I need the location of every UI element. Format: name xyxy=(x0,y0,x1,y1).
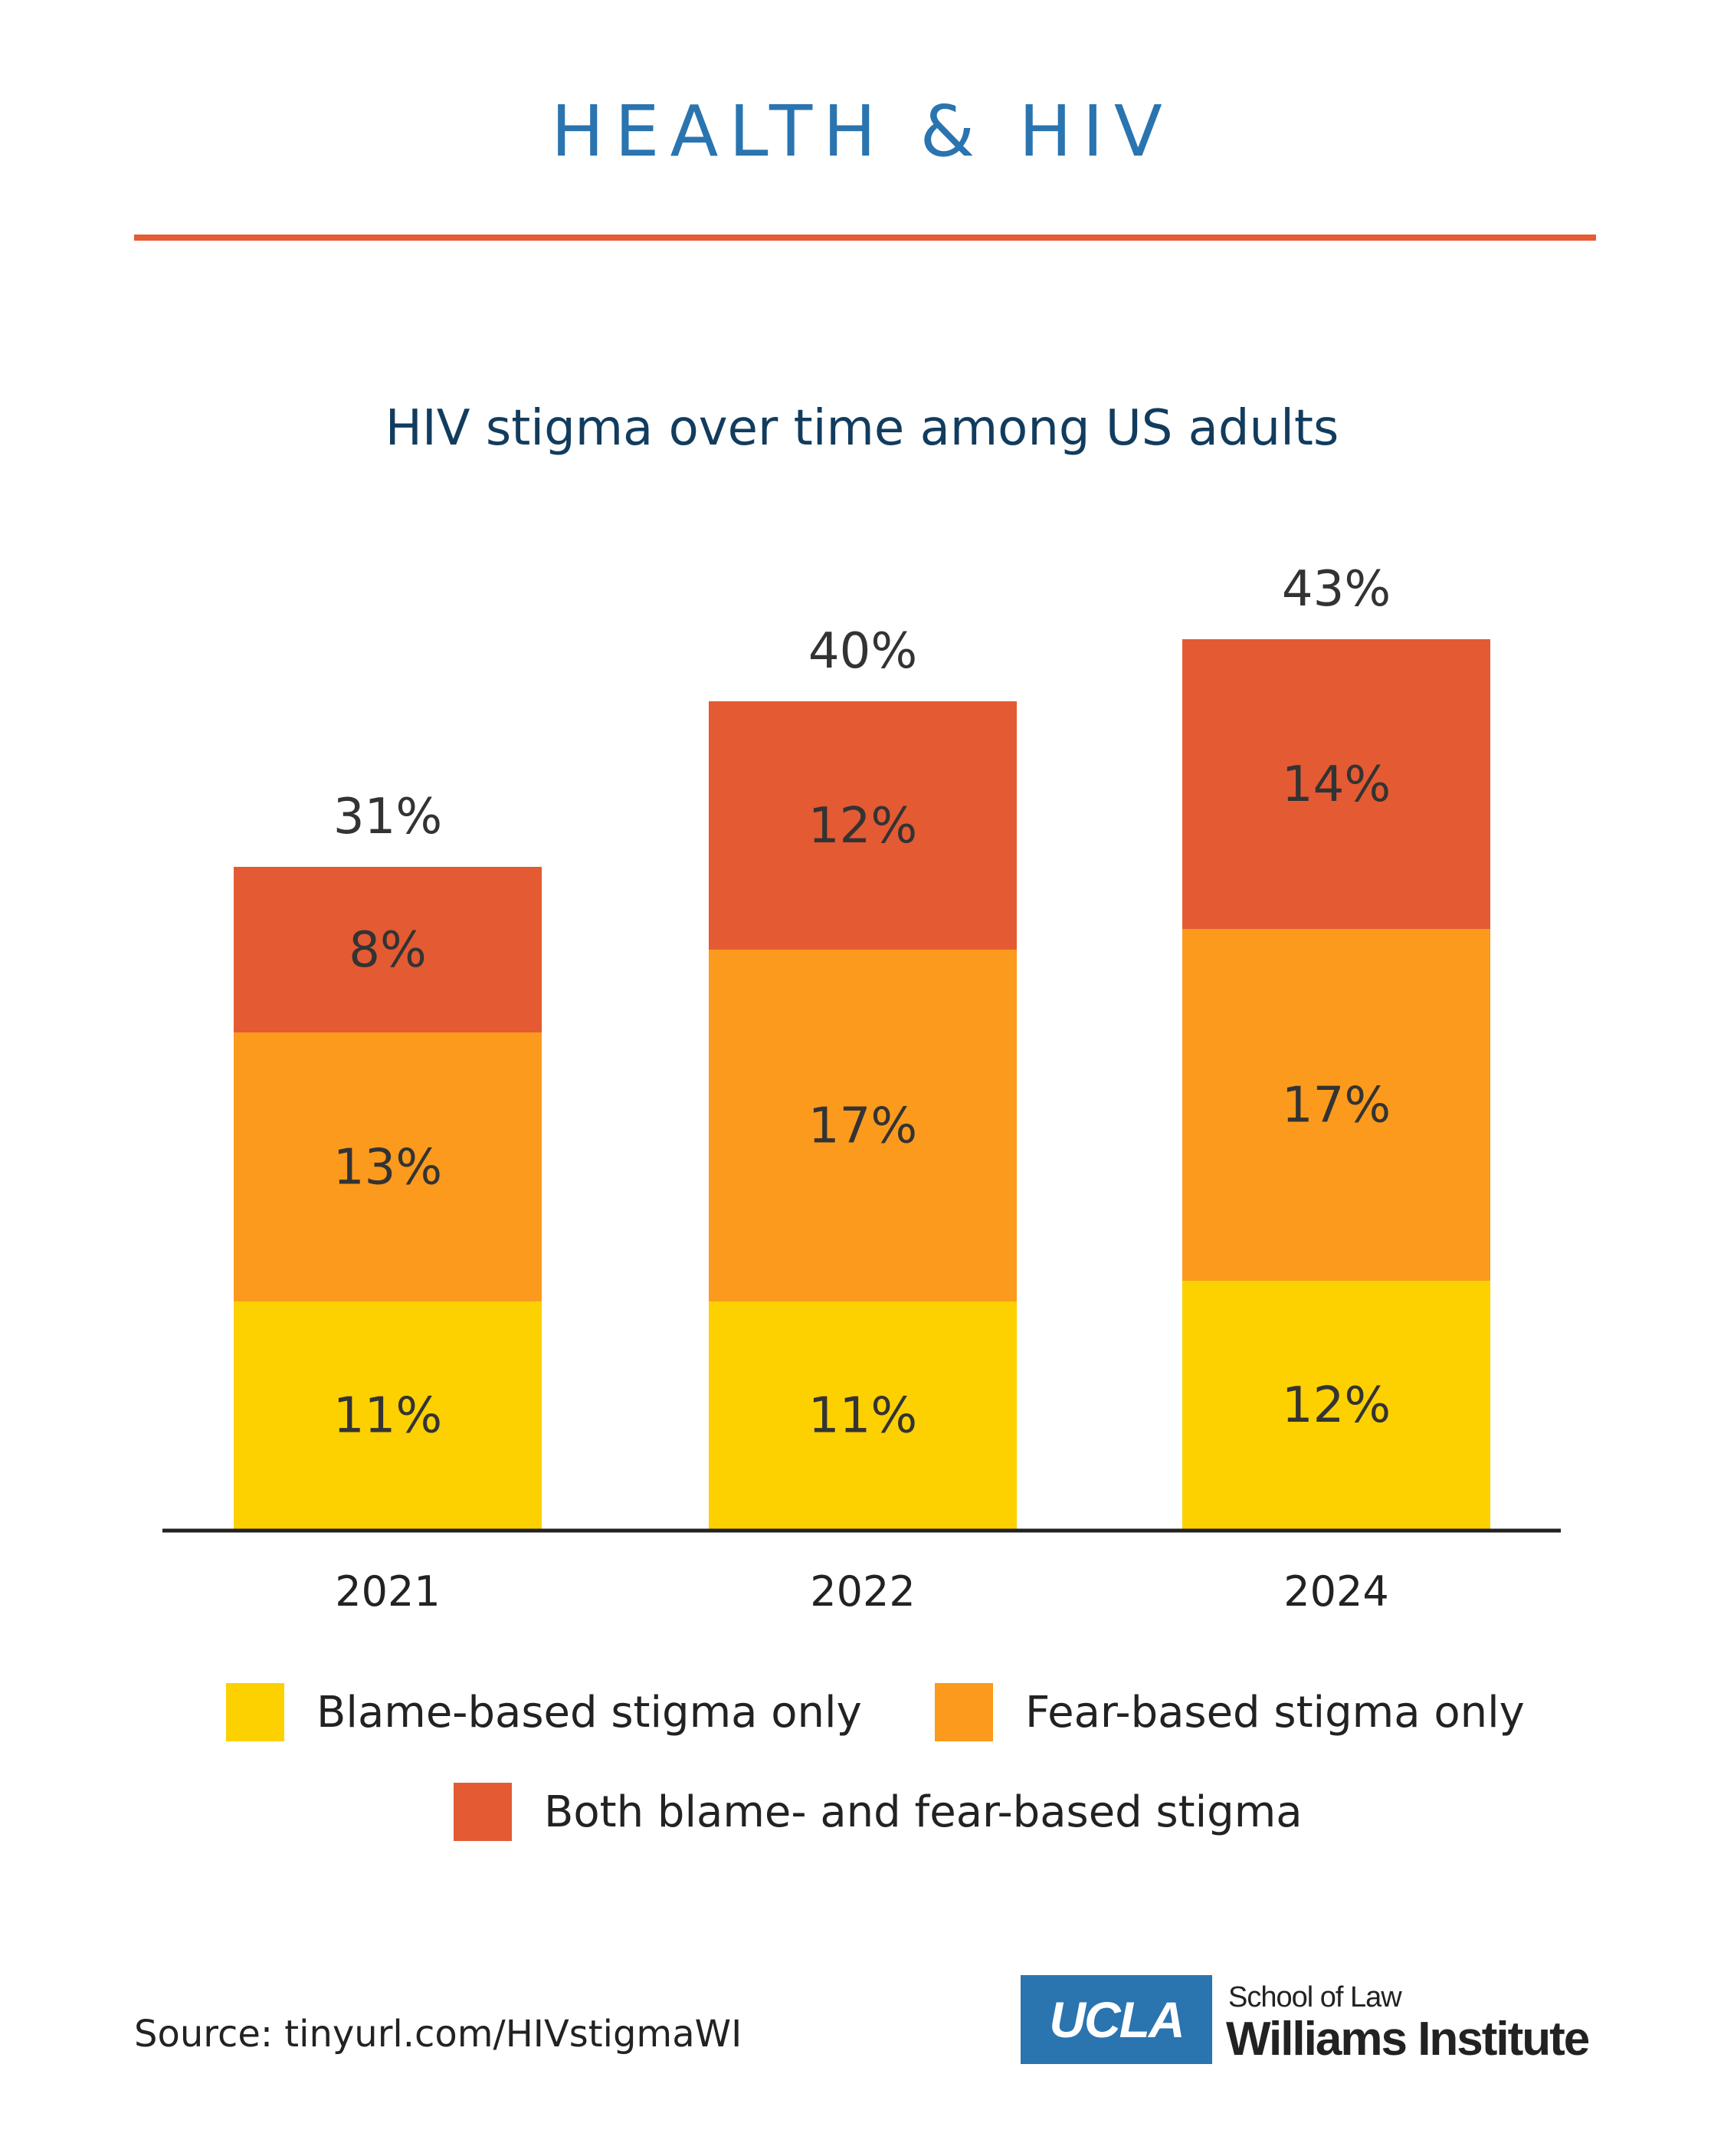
bar-segment-2024-0 xyxy=(1182,1281,1490,1529)
segment-label-2021-2: 8% xyxy=(349,922,427,979)
segment-label-2022-1: 17% xyxy=(808,1098,917,1155)
segment-label-2021-1: 13% xyxy=(333,1140,442,1196)
total-label-2024: 43% xyxy=(1282,561,1391,618)
section-title: HEALTH & HIV xyxy=(551,90,1173,172)
total-label-2021: 31% xyxy=(333,789,442,845)
x-tick-label-2021: 2021 xyxy=(335,1567,440,1616)
legend-item-fear: Fear-based stigma only xyxy=(935,1683,1525,1741)
logo-school-of-law: School of Law xyxy=(1228,1981,1402,2013)
legend-swatch-blame xyxy=(226,1683,284,1741)
x-tick-label-2022: 2022 xyxy=(810,1567,915,1616)
source-citation: Source: tinyurl.com/HIVstigmaWI xyxy=(134,2013,742,2056)
segment-label-2022-2: 12% xyxy=(808,798,917,855)
legend-label-both: Both blame- and fear-based stigma xyxy=(544,1787,1303,1837)
segment-label-2022-0: 11% xyxy=(808,1388,917,1445)
x-tick-label-2024: 2024 xyxy=(1283,1567,1388,1616)
legend-swatch-both xyxy=(454,1783,512,1841)
title-divider xyxy=(134,235,1596,241)
segment-label-2024-1: 17% xyxy=(1282,1078,1391,1134)
legend-label-fear: Fear-based stigma only xyxy=(1025,1687,1525,1738)
bar-segment-2024-2 xyxy=(1182,639,1490,929)
segment-label-2024-0: 12% xyxy=(1282,1377,1391,1434)
chart-title: HIV stigma over time among US adults xyxy=(385,400,1339,457)
bar-segment-2021-1 xyxy=(234,1032,542,1301)
segment-label-2024-2: 14% xyxy=(1282,756,1391,813)
legend-item-both: Both blame- and fear-based stigma xyxy=(454,1783,1303,1841)
bar-segment-2024-1 xyxy=(1182,929,1490,1281)
bar-segment-2022-2 xyxy=(709,701,1017,950)
legend-label-blame: Blame-based stigma only xyxy=(316,1687,862,1738)
bar-segment-2021-2 xyxy=(234,867,542,1032)
bar-segment-2022-0 xyxy=(709,1301,1017,1529)
segment-label-2021-0: 11% xyxy=(333,1388,442,1445)
legend-swatch-fear xyxy=(935,1683,993,1741)
ucla-logo: UCLA xyxy=(1021,1975,1212,2064)
legend-item-blame: Blame-based stigma only xyxy=(226,1683,862,1741)
total-label-2022: 40% xyxy=(808,623,917,680)
logo-williams-institute: Williams Institute xyxy=(1226,2013,1590,2066)
ucla-logo-text: UCLA xyxy=(1049,1991,1185,2048)
bar-segment-2021-0 xyxy=(234,1301,542,1529)
bar-segment-2022-1 xyxy=(709,950,1017,1301)
